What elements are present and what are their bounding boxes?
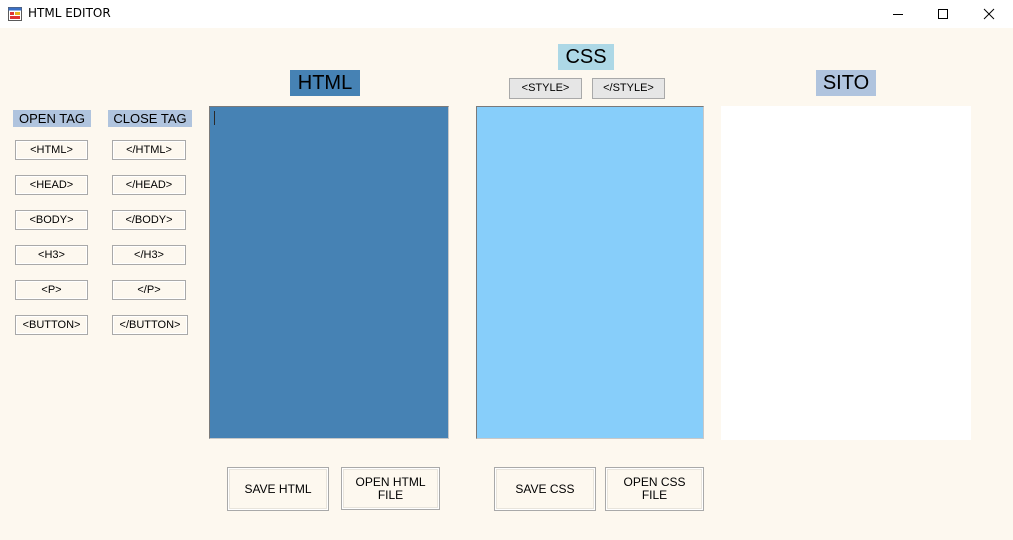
minimize-icon [893, 14, 903, 15]
maximize-button[interactable] [920, 0, 966, 28]
close-head-tag-button[interactable]: </HEAD> [112, 175, 186, 195]
close-p-tag-button[interactable]: </P> [112, 280, 186, 300]
style-open-tag-button[interactable]: <STYLE> [509, 78, 582, 99]
maximize-icon [938, 9, 948, 19]
minimize-button[interactable] [875, 0, 921, 28]
open-button-tag-button[interactable]: <BUTTON> [15, 315, 88, 335]
sito-section-label: SITO [816, 70, 876, 96]
save-css-button[interactable]: SAVE CSS [494, 467, 596, 511]
css-editor-textbox[interactable] [476, 106, 704, 439]
open-p-tag-button[interactable]: <P> [15, 280, 88, 300]
open-tag-label: OPEN TAG [13, 110, 91, 127]
close-tag-label: CLOSE TAG [108, 110, 192, 127]
close-body-tag-button[interactable]: </BODY> [112, 210, 186, 230]
window-title: HTML EDITOR [28, 6, 111, 20]
open-h3-tag-button[interactable]: <H3> [15, 245, 88, 265]
open-html-file-button[interactable]: OPEN HTML FILE [341, 467, 440, 510]
open-html-tag-button[interactable]: <HTML> [15, 140, 88, 160]
open-head-tag-button[interactable]: <HEAD> [15, 175, 88, 195]
close-button[interactable] [966, 0, 1012, 28]
css-section-label: CSS [558, 44, 614, 70]
open-body-tag-button[interactable]: <BODY> [15, 210, 88, 230]
save-html-button[interactable]: SAVE HTML [227, 467, 329, 511]
title-bar[interactable]: HTML EDITOR [0, 0, 1013, 28]
html-editor-textbox[interactable] [209, 106, 449, 439]
style-close-tag-button[interactable]: </STYLE> [592, 78, 665, 99]
close-button-tag-button[interactable]: </BUTTON> [112, 315, 188, 335]
sito-preview-panel[interactable] [721, 106, 971, 440]
open-css-file-button[interactable]: OPEN CSS FILE [605, 467, 704, 511]
app-form-icon [8, 7, 22, 21]
text-caret [214, 111, 215, 125]
close-icon [983, 8, 995, 20]
close-h3-tag-button[interactable]: </H3> [112, 245, 186, 265]
html-section-label: HTML [290, 70, 360, 96]
close-html-tag-button[interactable]: </HTML> [112, 140, 186, 160]
